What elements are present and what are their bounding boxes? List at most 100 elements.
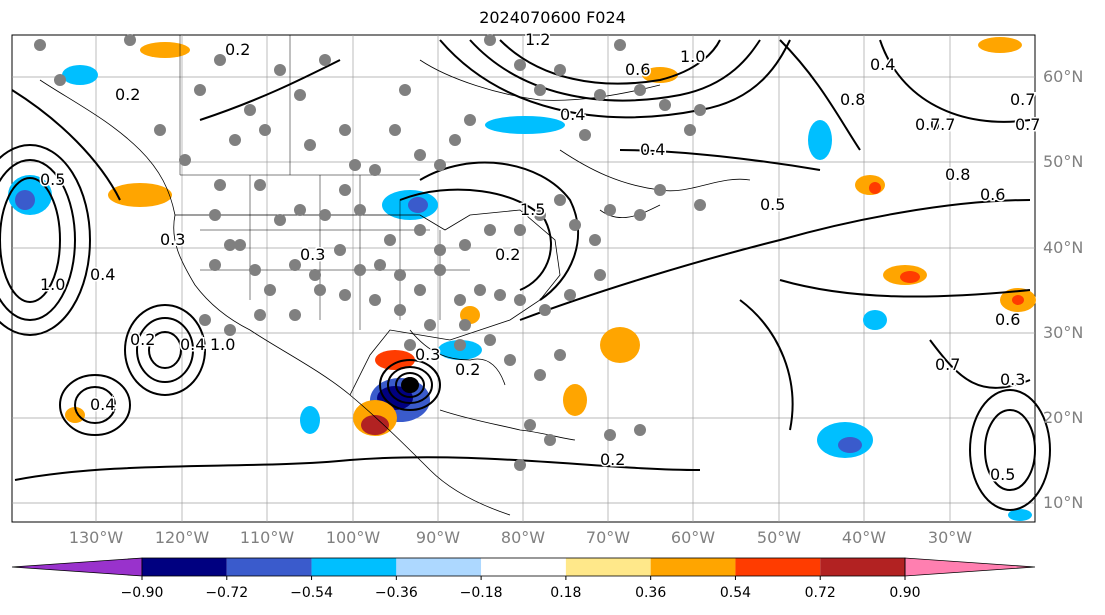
station-dot xyxy=(369,164,381,176)
station-dot xyxy=(459,319,471,331)
contour-label: 1.0 xyxy=(40,275,65,294)
station-dot xyxy=(539,304,551,316)
map-frame xyxy=(11,34,1036,523)
station-dot xyxy=(634,424,646,436)
station-dot xyxy=(614,39,626,51)
station-dot xyxy=(124,34,136,46)
contour-label: 0.4 xyxy=(640,140,665,159)
colorbar-tick-label: −0.90 xyxy=(120,585,164,601)
station-dot xyxy=(594,89,606,101)
contour-labels: 0.2 0.2 1.2 1.0 0.8 0.6 0.4 0.7 0.4 0.5 0.8 0.7 0.6 0… xyxy=(39,29,1042,486)
station-dot xyxy=(454,294,466,306)
contour-label: 0.6 xyxy=(625,60,650,79)
station-dot xyxy=(424,319,436,331)
station-dot xyxy=(229,134,241,146)
lat-label: 40°N xyxy=(1043,238,1084,257)
station-dot xyxy=(494,289,506,301)
station-dot xyxy=(504,354,516,366)
station-dot xyxy=(264,284,276,296)
station-dot xyxy=(309,269,321,281)
station-dot xyxy=(389,124,401,136)
station-dot xyxy=(459,239,471,251)
station-dot xyxy=(334,244,346,256)
station-dot xyxy=(384,234,396,246)
colorbar-tick-label: −0.18 xyxy=(459,585,503,601)
coastlines xyxy=(39,59,751,516)
station-dot xyxy=(249,264,261,276)
lon-label: 130°W xyxy=(68,528,124,547)
station-dots xyxy=(34,34,706,471)
station-dot xyxy=(224,239,236,251)
station-dot xyxy=(569,219,581,231)
lon-label: 60°W xyxy=(670,528,716,547)
station-dot xyxy=(434,159,446,171)
contour-label: 1.5 xyxy=(520,200,545,219)
station-dot xyxy=(514,59,526,71)
station-dot xyxy=(314,284,326,296)
colorbar-segment xyxy=(650,558,736,576)
station-dot xyxy=(449,134,461,146)
station-dot xyxy=(294,204,306,216)
colorbar xyxy=(11,557,1036,580)
station-dot xyxy=(579,129,591,141)
contour-label: 0.4 xyxy=(90,395,115,414)
contour-label: 0.6 xyxy=(980,185,1005,204)
contour-label: 0.4 xyxy=(90,265,115,284)
colorbar-segment xyxy=(226,558,312,576)
station-dot xyxy=(604,204,616,216)
colorbar-tick-label: −0.36 xyxy=(374,585,418,601)
station-dot xyxy=(339,124,351,136)
station-dot xyxy=(554,349,566,361)
colorbar-tick-label: 0.36 xyxy=(635,585,667,601)
contour-label: 0.3 xyxy=(300,245,325,264)
contour-label: 0.2 xyxy=(115,85,140,104)
colorbar-segment xyxy=(481,558,566,576)
station-dot xyxy=(339,184,351,196)
station-dot xyxy=(404,339,416,351)
lat-label: 60°N xyxy=(1043,67,1084,86)
colorbar-tick-label: 0.90 xyxy=(889,585,921,601)
station-dot xyxy=(484,34,496,46)
station-dot xyxy=(454,339,466,351)
station-dot xyxy=(339,289,351,301)
contour-label: 0.4 xyxy=(560,105,585,124)
station-dot xyxy=(694,104,706,116)
lon-label: 90°W xyxy=(415,528,461,547)
station-dot xyxy=(244,104,256,116)
colorbar-segment xyxy=(311,558,397,576)
cyclone-center xyxy=(402,377,418,393)
station-dot xyxy=(659,99,671,111)
station-dot xyxy=(369,294,381,306)
colorbar-tick-label: 0.72 xyxy=(804,585,836,601)
contour-label: 0.3 xyxy=(1000,370,1025,389)
station-dot xyxy=(434,244,446,256)
lon-label: 80°W xyxy=(500,528,546,547)
colorbar-arrow-left xyxy=(11,557,143,577)
station-dot xyxy=(289,309,301,321)
lon-label: 70°W xyxy=(585,528,631,547)
station-dot xyxy=(554,194,566,206)
contour-label: 0.7 xyxy=(915,115,940,134)
colorbar-tick-label: −0.72 xyxy=(205,585,249,601)
station-dot xyxy=(604,429,616,441)
station-dot xyxy=(354,264,366,276)
colorbar-tick-label: −0.54 xyxy=(290,585,333,601)
station-dot xyxy=(289,259,301,271)
station-dot xyxy=(254,309,266,321)
anomaly-patches xyxy=(8,37,1036,521)
station-dot xyxy=(394,269,406,281)
station-dot xyxy=(154,124,166,136)
contour-label: 0.3 xyxy=(160,230,185,249)
contour-label: 0.4 xyxy=(180,335,205,354)
station-dot xyxy=(414,284,426,296)
contour-label: 0.6 xyxy=(995,310,1020,329)
station-dot xyxy=(554,64,566,76)
station-dot xyxy=(294,89,306,101)
contour-label: 0.8 xyxy=(945,165,970,184)
colorbar-segment xyxy=(396,558,482,576)
station-dot xyxy=(414,224,426,236)
station-dot xyxy=(484,334,496,346)
station-dot xyxy=(514,224,526,236)
contour-label: 0.2 xyxy=(225,40,250,59)
station-dot xyxy=(214,179,226,191)
